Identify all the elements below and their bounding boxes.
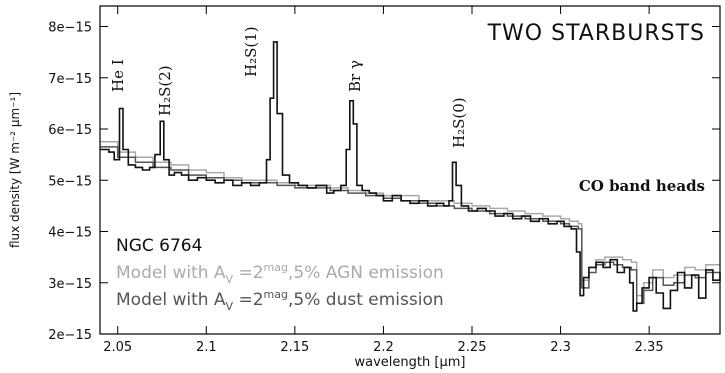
line-annotation-he1: He I (109, 59, 127, 92)
line-label-h2s2: H₂S(2) (156, 65, 174, 116)
y-tick-label-0: 2e−15 (48, 328, 92, 343)
y-tick-label-3: 5e−15 (48, 174, 92, 189)
series-layer (100, 41, 721, 312)
y-tick-label-4: 6e−15 (48, 123, 92, 138)
line-annotation-h2s2: H₂S(2) (156, 65, 174, 116)
line-label-h2s0: H₂S(0) (450, 97, 468, 148)
x-tick-label-1: 2.1 (196, 340, 217, 355)
x-tick-label-6: 2.35 (635, 340, 664, 355)
y-axis-label: flux density [W m⁻² µm⁻¹] (8, 92, 22, 248)
tick-layer: 2.05 2.1 2.15 2.2 2.25 2.3 2.35 2e−15 3e−15 4e−15… (48, 6, 720, 355)
legend-entry-ngc6764: NGC 6764 (116, 236, 202, 256)
chart-title: TWO STARBURSTS (487, 21, 705, 46)
x-axis-label: wavelength [µm] (355, 355, 466, 370)
line-annotation-h2s1: H₂S(1) (242, 26, 260, 77)
line-annotation-h2s0: H₂S(0) (450, 97, 468, 148)
line-label-h2s1: H₂S(1) (242, 26, 260, 77)
plot-frame (99, 5, 721, 335)
line-annotation-brgamma: Br γ (346, 60, 364, 92)
x-tick-label-0: 2.05 (103, 340, 132, 355)
series-line-0 (100, 41, 721, 312)
line-label-he1: He I (109, 59, 127, 92)
y-tick-label-6: 8e−15 (48, 21, 92, 36)
line-label-brgamma: Br γ (346, 60, 364, 92)
x-tick-label-4: 2.25 (458, 340, 487, 355)
y-tick-label-5: 7e−15 (48, 72, 92, 87)
x-tick-label-3: 2.2 (373, 340, 394, 355)
co-band-heads-label: CO band heads (579, 177, 705, 195)
x-tick-label-2: 2.15 (280, 340, 309, 355)
y-tick-label-2: 4e−15 (48, 226, 92, 241)
y-tick-label-1: 3e−15 (48, 277, 92, 292)
x-tick-label-5: 2.3 (550, 340, 571, 355)
